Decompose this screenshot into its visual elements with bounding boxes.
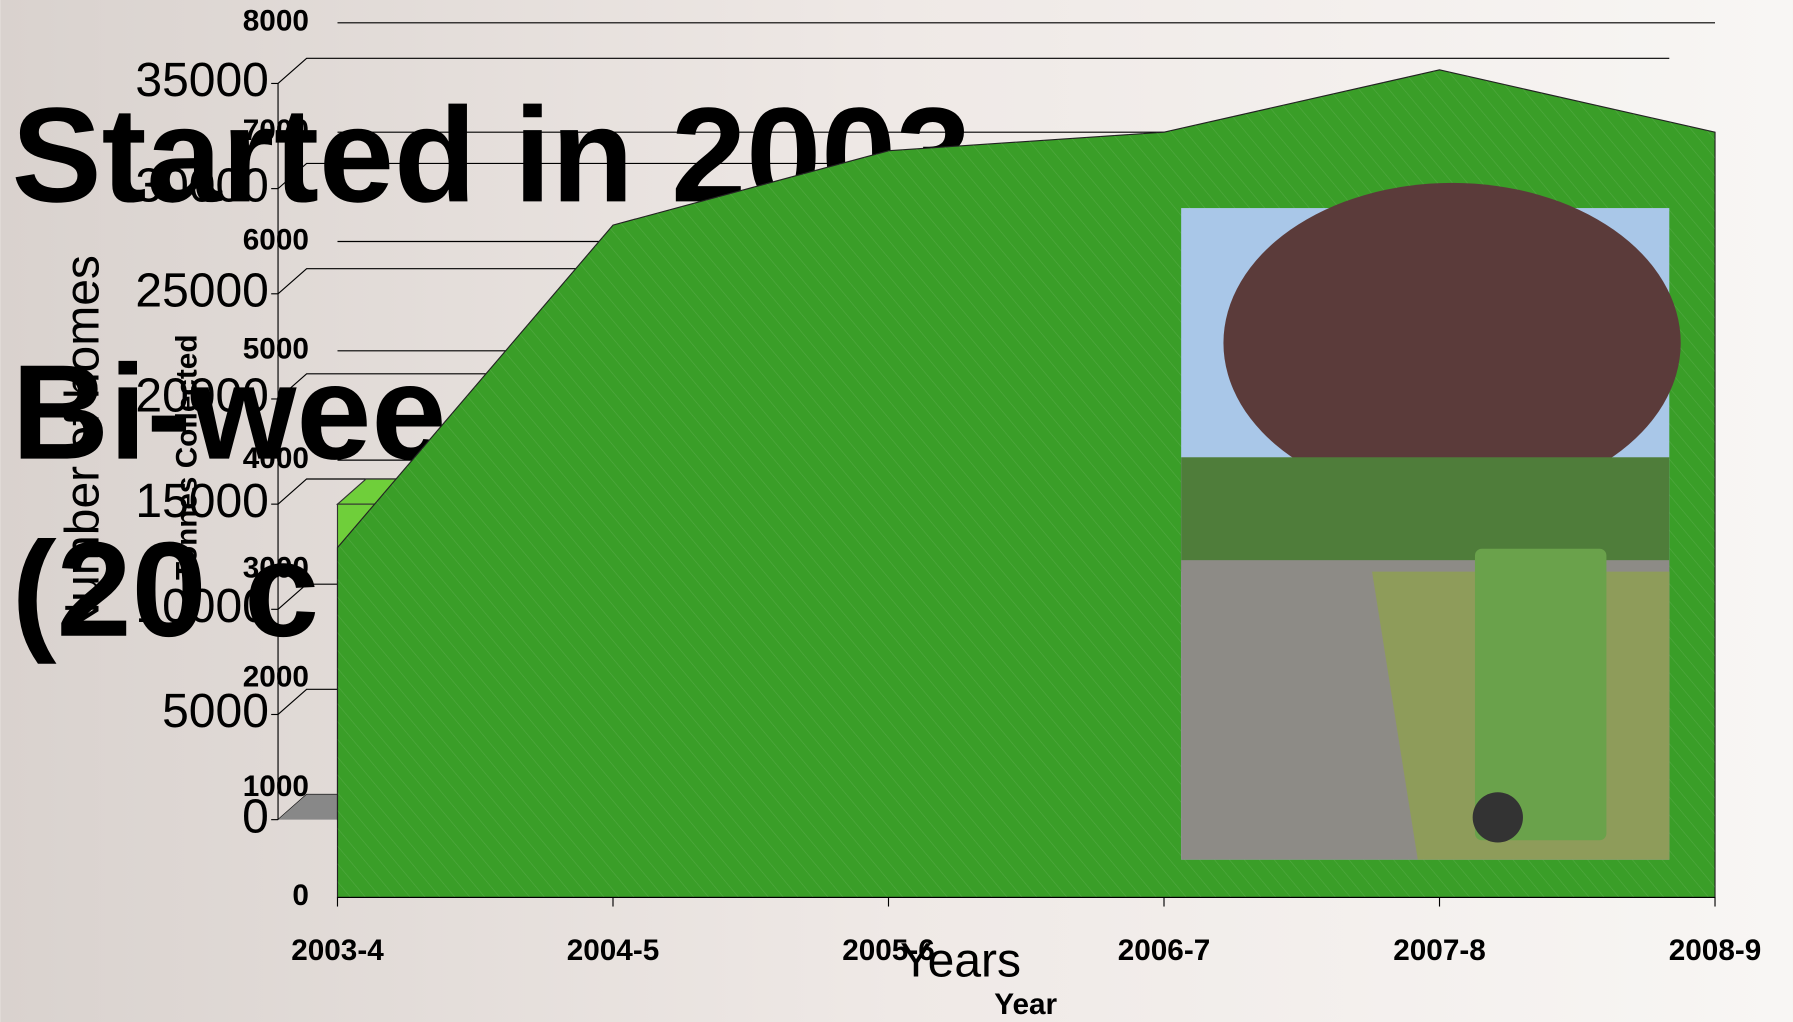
x-tick-label: 2004-5 <box>567 934 660 967</box>
x-tick-label: 2008-9 <box>1669 934 1762 967</box>
y-tick-label: 1000 <box>243 770 309 803</box>
slide: 05000100001500020000250003000035000Numbe… <box>0 0 1793 1022</box>
y-tick-label: 0 <box>292 879 309 912</box>
x-tick-label: 2006-7 <box>1118 934 1211 967</box>
y-tick-label: 5000 <box>243 333 309 366</box>
y-tick-label: 7000 <box>243 114 309 147</box>
y-tick-label: 25000 <box>135 264 268 317</box>
photo-tree <box>1223 183 1680 503</box>
photo <box>1181 183 1681 860</box>
x-tick-label: 2007-8 <box>1393 934 1486 967</box>
y-tick-label: 8000 <box>243 5 309 38</box>
y-tick-label: 2000 <box>243 661 309 694</box>
y-tick-label: 3000 <box>243 551 309 584</box>
photo-wheel <box>1473 792 1523 842</box>
y-tick-label: 4000 <box>243 442 309 475</box>
x-tick-label: 2005-6 <box>842 934 935 967</box>
page: {"slide": {"lines": ["Started in 2003", … <box>0 0 1793 1022</box>
slide-line: Bi-wee <box>12 337 447 488</box>
y-axis-label: Tonnes Collected <box>171 335 204 580</box>
y-tick-label: 6000 <box>243 223 309 256</box>
x-tick-label: 2003-4 <box>291 934 384 967</box>
slide-line: (20 c <box>12 514 319 665</box>
x-axis-label: Year <box>994 988 1057 1021</box>
